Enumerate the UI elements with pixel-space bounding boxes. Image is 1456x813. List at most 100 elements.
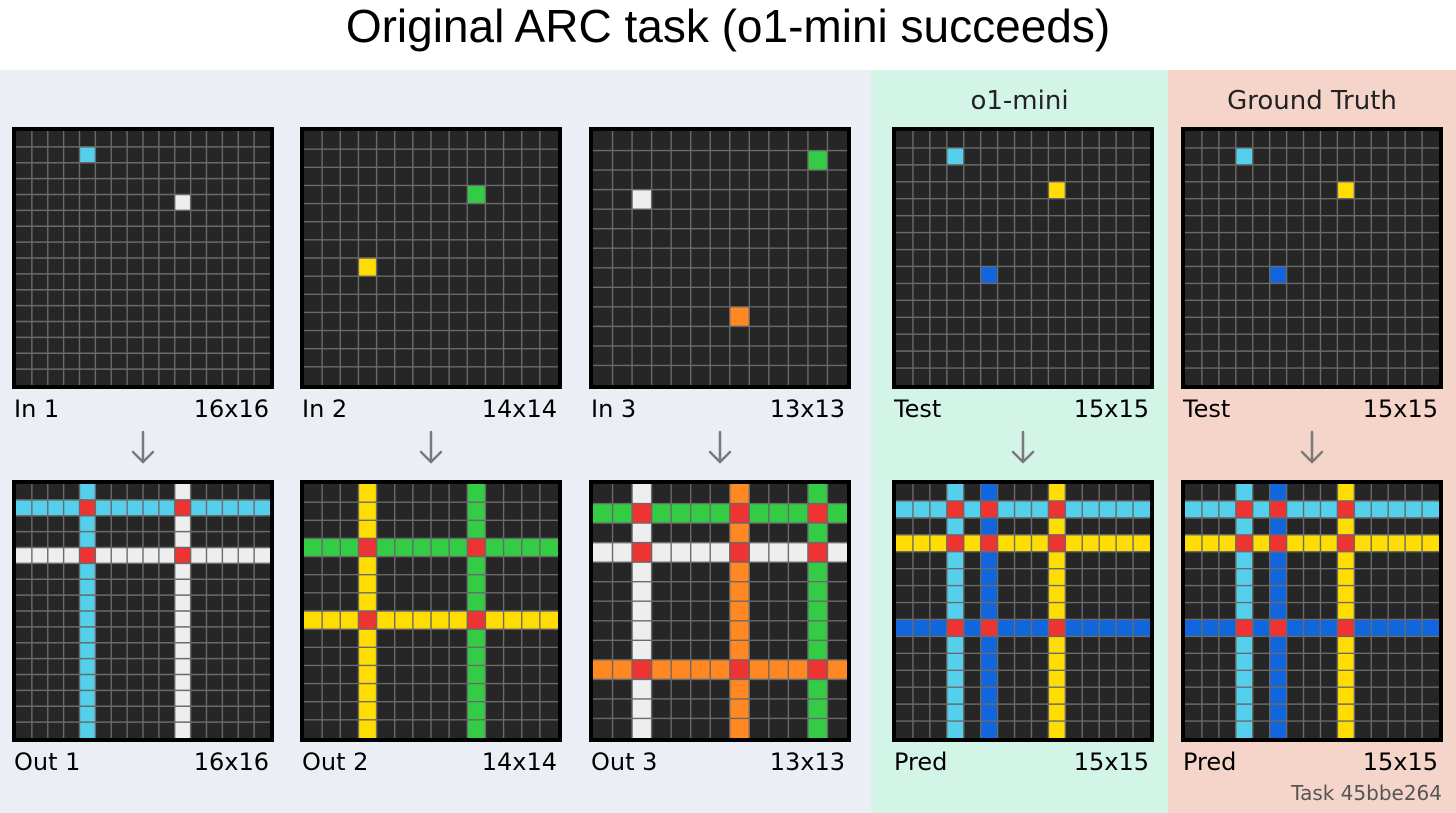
- grid-cell-yellow: [1185, 534, 1202, 552]
- grid-cell-blue: [1099, 619, 1117, 637]
- grid-cell-white: [206, 547, 223, 564]
- grid-cell-white: [174, 722, 191, 738]
- grid-cell-green: [807, 718, 828, 738]
- grid-out3: [589, 480, 851, 742]
- grid-cell-green: [807, 562, 828, 582]
- grid-cell-white: [174, 611, 191, 627]
- grid-cell-green: [521, 538, 540, 557]
- grid-cell-orange: [729, 601, 750, 621]
- grid-cell-orange: [827, 659, 847, 680]
- grid-cell-green: [467, 647, 486, 666]
- grid-cell-orange: [729, 562, 750, 582]
- grid-cell-orange: [768, 659, 789, 680]
- grid-out1: [12, 480, 274, 742]
- grid-cell-blue: [1371, 619, 1389, 637]
- grid-cell-green: [710, 503, 730, 524]
- grid-cell-cyan: [1099, 500, 1117, 518]
- grid-cell-yellow: [1218, 534, 1236, 552]
- grid-size-test-truth: 15x15: [1362, 395, 1438, 423]
- grid-cell-blue: [980, 704, 998, 722]
- grid-cell-blue: [912, 619, 930, 637]
- grid-background: [593, 131, 847, 385]
- grid-cell-yellow: [358, 520, 377, 539]
- grid-cell-green: [671, 503, 691, 524]
- grid-cell-green: [788, 503, 808, 524]
- grid-cell-white: [190, 547, 207, 564]
- grid-cell-yellow: [521, 611, 540, 630]
- grid-cell-cyan: [16, 499, 32, 516]
- grid-cell-orange: [729, 718, 750, 738]
- grid-cell-yellow: [412, 611, 431, 630]
- grid-cell-blue: [980, 585, 998, 603]
- grid-cell-blue: [980, 653, 998, 671]
- grid-cell-blue: [1405, 619, 1423, 637]
- grid-cell-green: [807, 581, 828, 602]
- grid-cell-cyan: [79, 706, 96, 723]
- grid-test-truth: [1181, 127, 1443, 389]
- grid-cell-cyan: [929, 500, 947, 518]
- grid-cell-yellow: [1048, 517, 1066, 535]
- grid-cell-blue: [980, 670, 998, 688]
- grid-cell-white: [111, 547, 128, 564]
- grid-cell-white: [632, 698, 652, 719]
- grid-cell-yellow: [340, 611, 359, 630]
- grid-cell-cyan: [206, 499, 223, 516]
- grid-cell-red: [632, 503, 652, 524]
- grid-out2: [300, 480, 562, 742]
- grid-cell-white: [47, 547, 64, 564]
- grid-cell-cyan: [1422, 500, 1439, 518]
- grid-cell-cyan: [79, 626, 96, 643]
- grid-cell-yellow: [358, 647, 377, 666]
- grid-cell-white: [749, 542, 769, 563]
- grid-cell-red: [1269, 619, 1287, 637]
- grid-cell-yellow: [1099, 534, 1117, 552]
- grid-cells: [1185, 484, 1439, 738]
- grid-cell-cyan: [1082, 500, 1100, 518]
- grid-cell-yellow: [1048, 551, 1066, 569]
- grid-cell-white: [788, 542, 808, 563]
- grid-cell-cyan: [238, 499, 255, 516]
- grid-cell-orange: [690, 659, 711, 680]
- grid-size-in3: 13x13: [769, 395, 845, 423]
- grid-cell-cyan: [1354, 500, 1372, 518]
- grid-cell-cyan: [127, 499, 143, 516]
- grid-in3: [589, 127, 851, 389]
- grid-cell-green: [304, 538, 323, 557]
- grid-cell-yellow: [485, 611, 504, 630]
- grid-cell-white: [768, 542, 789, 563]
- grid-cell-orange: [612, 659, 633, 680]
- grid-cell-green: [807, 601, 828, 621]
- grid-cell-white: [174, 515, 191, 532]
- grid-cell-green: [412, 538, 431, 557]
- grid-cell-green: [485, 538, 504, 557]
- grid-cell-cyan: [1116, 500, 1134, 518]
- grid-cell-red: [1337, 500, 1355, 518]
- grid-cell-yellow: [1048, 602, 1066, 620]
- grid-cell-yellow: [1133, 534, 1150, 552]
- grid-cell-yellow: [1303, 534, 1321, 552]
- grid-cell-blue: [1185, 619, 1202, 637]
- grid-cell-red: [946, 534, 964, 552]
- grid-cell-red: [1337, 534, 1355, 552]
- grid-cell-blue: [1269, 687, 1287, 705]
- grid-cell-green: [467, 556, 486, 575]
- grid-cell-white: [254, 547, 270, 564]
- grid-cell-red: [632, 542, 652, 563]
- grid-cells: [16, 131, 270, 385]
- grid-cell-yellow: [1031, 534, 1049, 552]
- grid-cell-green: [503, 538, 522, 557]
- grid-cell-yellow: [376, 611, 395, 630]
- grid-cell-orange: [710, 659, 730, 680]
- grid-size-pred: 15x15: [1073, 748, 1149, 776]
- grid-cell-blue: [1116, 619, 1134, 637]
- grid-cell-white: [63, 547, 80, 564]
- grid-cell-yellow: [358, 665, 377, 684]
- grid-cell-blue: [1269, 517, 1287, 535]
- grid-cell-red: [1235, 500, 1253, 518]
- ground-truth-header: Ground Truth: [1227, 86, 1397, 116]
- grid-cell-orange: [729, 698, 750, 719]
- grid-cell-yellow: [1082, 534, 1100, 552]
- grid-cell-blue: [1082, 619, 1100, 637]
- grid-cell-yellow: [1422, 534, 1439, 552]
- grid-cell-yellow: [1048, 585, 1066, 603]
